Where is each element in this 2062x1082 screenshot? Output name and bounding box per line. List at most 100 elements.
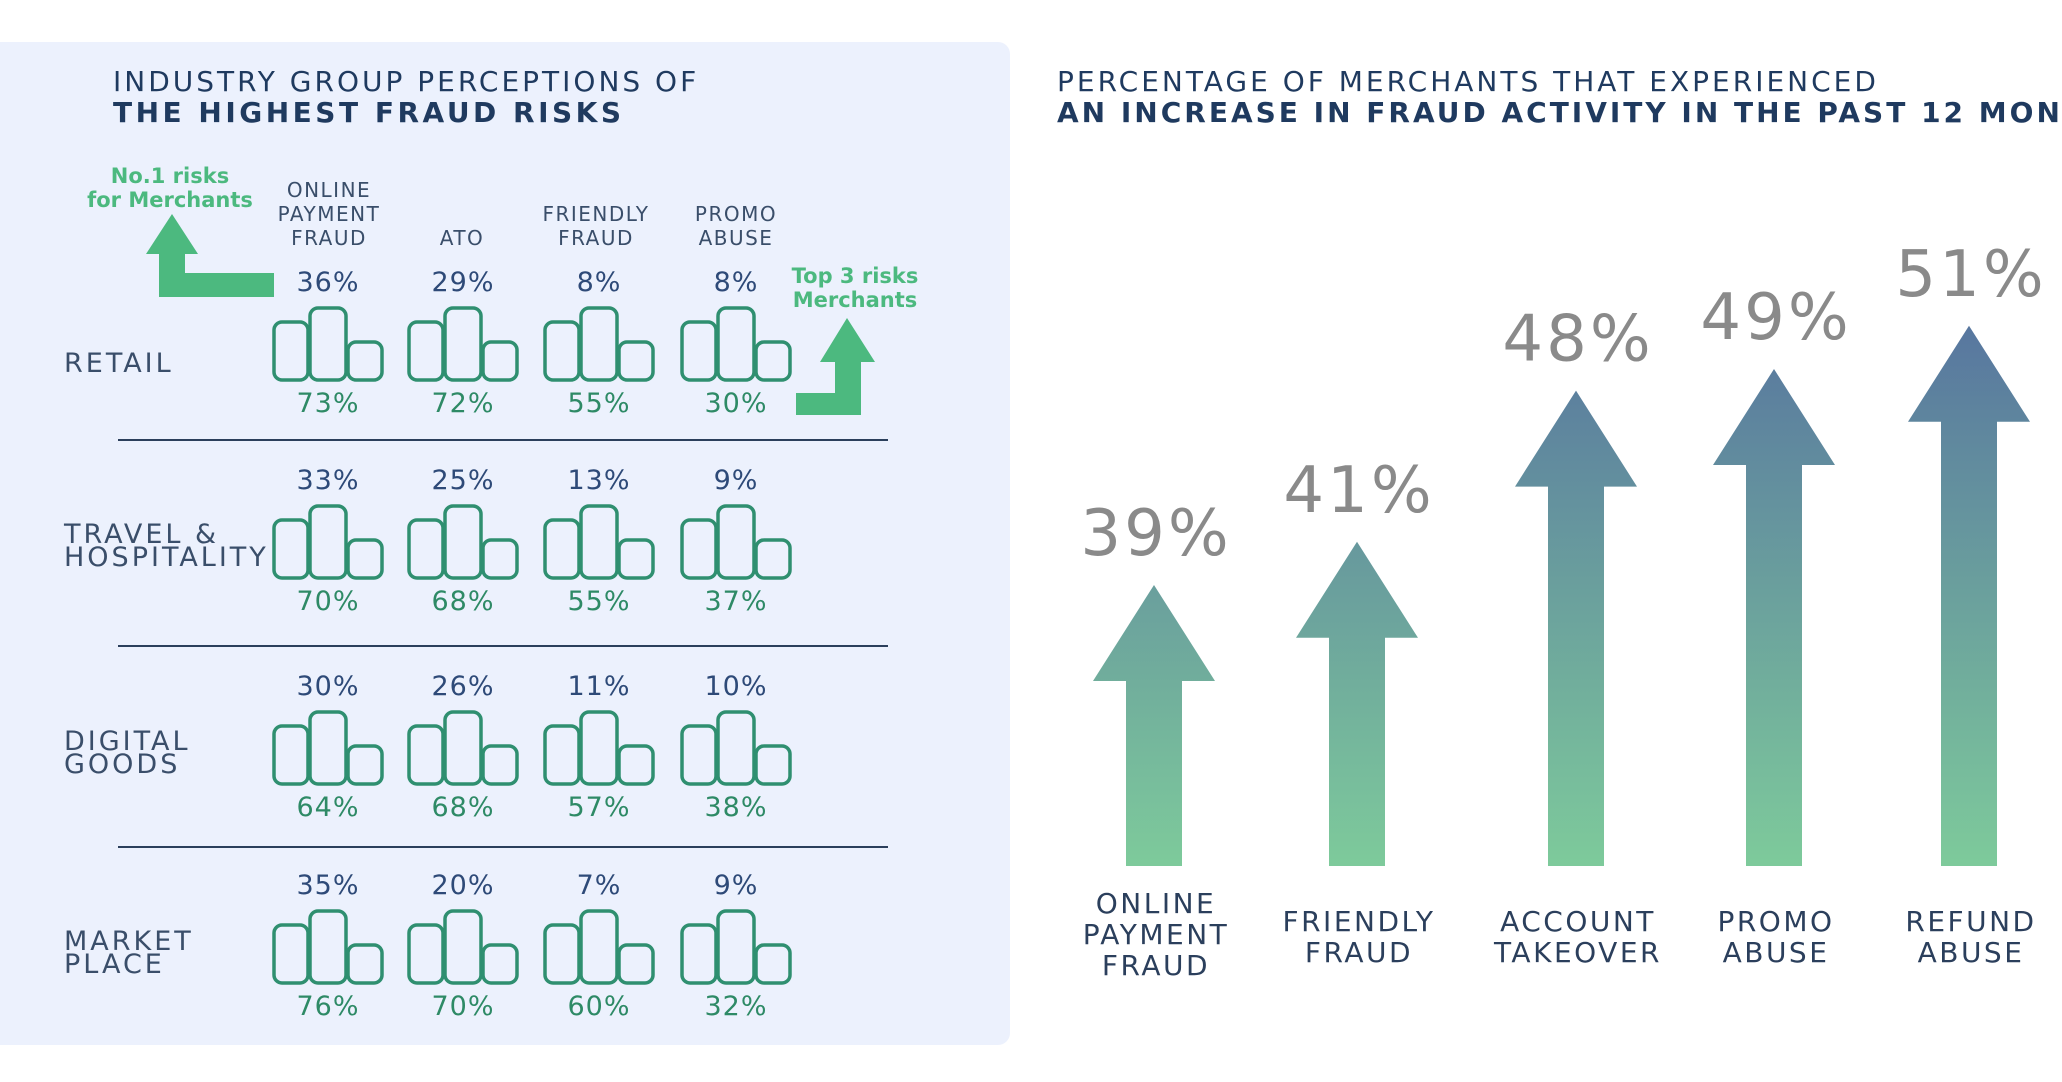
bar-chart-icon — [272, 909, 384, 985]
column-header-line: ATO — [439, 226, 485, 250]
row-label-line: PLACE — [64, 949, 165, 980]
bar-chart-icon — [543, 909, 655, 985]
column-header-line: PROMO — [694, 202, 778, 226]
category-label-line: ABUSE — [1917, 936, 2025, 969]
bar-chart-icon — [407, 909, 519, 985]
bar-chart-icon — [543, 306, 655, 382]
category-label-line: PAYMENT — [1082, 918, 1230, 951]
arrow-up-left-icon — [146, 214, 274, 297]
row-label-line: GOODS — [64, 749, 181, 780]
no1-risk-value: 33% — [296, 465, 360, 496]
category-label: ONLINE PAYMENT FRAUD — [1056, 888, 1256, 981]
row-label-travel-hospitality: TRAVEL & HOSPITALITY — [64, 519, 269, 573]
category-label: PROMO ABUSE — [1676, 906, 1876, 968]
row-divider — [118, 846, 888, 848]
no1-risk-value: 9% — [713, 465, 759, 496]
column-header-online-payment-fraud: ONLINE PAYMENT FRAUD — [264, 178, 394, 250]
category-label: FRIENDLY FRAUD — [1259, 906, 1459, 968]
bar-chart-icon — [680, 306, 792, 382]
no1-risk-value: 35% — [296, 870, 360, 901]
column-header-friendly-fraud: FRIENDLY FRAUD — [531, 178, 661, 250]
arrow-up-right-icon — [796, 318, 875, 415]
row-label-market-place: MARKET PLACE — [64, 926, 194, 980]
value-label: 39% — [1080, 497, 1231, 571]
value-label: 51% — [1895, 238, 2046, 312]
left-title-line1: INDUSTRY GROUP PERCEPTIONS OF — [113, 65, 700, 98]
category-label-line: ACCOUNT — [1500, 905, 1656, 938]
category-label: REFUND ABUSE — [1871, 906, 2062, 968]
top3-risk-value: 68% — [431, 792, 495, 823]
bar-chart-icon — [272, 306, 384, 382]
left-chart-title: INDUSTRY GROUP PERCEPTIONS OF THE HIGHES… — [113, 66, 699, 128]
category-label-line: ONLINE — [1095, 887, 1217, 920]
column-header-line: FRAUD — [558, 226, 634, 250]
top3-risk-value: 73% — [296, 388, 360, 419]
increase-arrow-bar — [1908, 325, 2030, 866]
value-label: 49% — [1700, 281, 1851, 355]
category-label-line: PROMO — [1717, 905, 1835, 938]
bar-chart-icon — [680, 710, 792, 786]
row-label-line: TRAVEL & — [64, 519, 220, 550]
increase-arrow-bar — [1713, 369, 1835, 866]
no1-risk-value: 11% — [567, 671, 631, 702]
value-label: 48% — [1502, 303, 1653, 377]
legend-no1-line1: No.1 risks — [110, 164, 230, 188]
category-label-line: TAKEOVER — [1494, 936, 1662, 969]
increase-arrow-bar — [1296, 541, 1418, 866]
column-header-line — [531, 178, 661, 202]
category-label-line: ABUSE — [1722, 936, 1830, 969]
row-label-retail: RETAIL — [64, 348, 174, 379]
column-header-line: PAYMENT — [277, 202, 381, 226]
no1-risk-value: 26% — [431, 671, 495, 702]
no1-risk-value: 7% — [576, 870, 622, 901]
no1-risk-value: 8% — [576, 267, 622, 298]
top3-risk-value: 37% — [704, 586, 768, 617]
category-label-line: FRAUD — [1101, 949, 1211, 982]
increase-arrow-bar — [1093, 585, 1215, 866]
category-label-line: FRIENDLY — [1282, 905, 1436, 938]
legend-no1-line2: for Merchants — [87, 188, 253, 212]
row-divider — [118, 645, 888, 647]
column-header-line: ABUSE — [698, 226, 774, 250]
row-label-digital-goods: DIGITAL GOODS — [64, 726, 191, 780]
legend-top3: Top 3 risks Merchants — [775, 264, 935, 312]
bar-chart-icon — [680, 504, 792, 580]
no1-risk-value: 9% — [713, 870, 759, 901]
category-label-line: FRAUD — [1304, 936, 1414, 969]
top3-risk-value: 72% — [431, 388, 495, 419]
left-title-line2: THE HIGHEST FRAUD RISKS — [113, 96, 625, 129]
right-chart-title: PERCENTAGE OF MERCHANTS THAT EXPERIENCED… — [1057, 66, 2062, 128]
no1-risk-value: 36% — [296, 267, 360, 298]
bar-chart-icon — [407, 306, 519, 382]
bar-chart-icon — [272, 710, 384, 786]
top3-risk-value: 38% — [704, 792, 768, 823]
top3-risk-value: 68% — [431, 586, 495, 617]
row-label-line: HOSPITALITY — [64, 542, 269, 573]
bar-chart-icon — [543, 710, 655, 786]
right-title-line1: PERCENTAGE OF MERCHANTS THAT EXPERIENCED — [1057, 65, 1879, 98]
row-label-line: MARKET — [64, 926, 194, 957]
top3-risk-value: 55% — [567, 388, 631, 419]
bar-chart-icon — [272, 504, 384, 580]
column-header-line — [671, 178, 801, 202]
legend-no1: No.1 risks for Merchants — [80, 164, 260, 212]
row-divider — [118, 439, 888, 441]
no1-risk-value: 8% — [713, 267, 759, 298]
top3-risk-value: 64% — [296, 792, 360, 823]
top3-risk-value: 70% — [296, 586, 360, 617]
row-label-line: DIGITAL — [64, 726, 191, 757]
top3-risk-value: 60% — [567, 991, 631, 1022]
column-header-ato: ATO — [397, 178, 527, 250]
category-label: ACCOUNT TAKEOVER — [1478, 906, 1678, 968]
bar-chart-icon — [680, 909, 792, 985]
column-header-promo-abuse: PROMO ABUSE — [671, 178, 801, 250]
no1-risk-value: 13% — [567, 465, 631, 496]
row-label-line: RETAIL — [64, 348, 174, 379]
column-header-line: FRAUD — [291, 226, 367, 250]
top3-risk-value: 57% — [567, 792, 631, 823]
no1-risk-value: 29% — [431, 267, 495, 298]
legend-top3-line1: Top 3 risks — [791, 264, 919, 288]
legend-top3-line2: Merchants — [792, 288, 918, 312]
increase-arrow-chart: 39% 41% 48% 49% 51% — [1080, 238, 2046, 866]
right-title-line2: AN INCREASE IN FRAUD ACTIVITY IN THE PAS… — [1057, 96, 2062, 129]
